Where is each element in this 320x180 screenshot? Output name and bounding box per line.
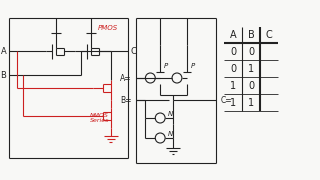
Text: C: C xyxy=(265,30,272,40)
Text: P: P xyxy=(191,63,195,69)
Text: B=: B= xyxy=(120,96,132,105)
Text: 1: 1 xyxy=(248,98,254,107)
Text: N: N xyxy=(168,131,173,137)
Text: A: A xyxy=(230,30,236,40)
Text: NMOS
Series: NMOS Series xyxy=(90,113,109,123)
Text: C=: C= xyxy=(220,96,232,105)
Text: PMOS: PMOS xyxy=(98,25,118,31)
Text: N: N xyxy=(168,111,173,117)
Text: A=: A= xyxy=(120,73,132,82)
Text: 0: 0 xyxy=(248,80,254,91)
Text: 1: 1 xyxy=(230,98,236,107)
Text: A: A xyxy=(1,46,6,55)
Text: C: C xyxy=(131,46,136,55)
Text: 1: 1 xyxy=(248,64,254,73)
Text: 1: 1 xyxy=(230,80,236,91)
Text: 0: 0 xyxy=(230,46,236,57)
Text: 0: 0 xyxy=(230,64,236,73)
Text: B: B xyxy=(248,30,254,40)
Text: 0: 0 xyxy=(248,46,254,57)
Text: P: P xyxy=(164,63,168,69)
Text: B: B xyxy=(0,71,6,80)
